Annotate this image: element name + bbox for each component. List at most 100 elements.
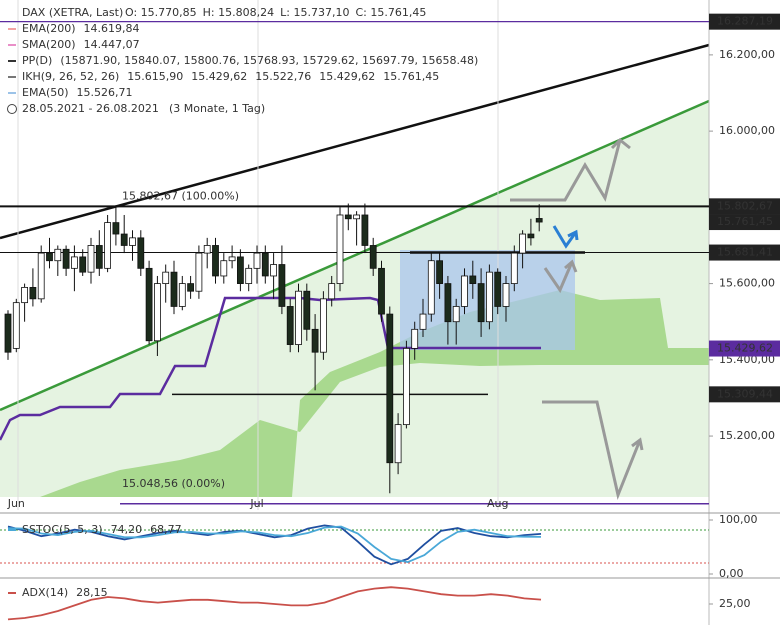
candle-body [494, 271, 502, 307]
indicator-line [7, 586, 542, 621]
annotation: 15.802,67 (100.00%) [122, 189, 239, 202]
candle-body [469, 275, 477, 284]
price-marker-label: 16.287,19 [717, 15, 773, 28]
legend-value: 15.526,71 [77, 86, 133, 99]
price-marker-label: 15.429,62 [717, 342, 773, 355]
candle-body [261, 252, 269, 277]
y-tick-label: 15.200,00 [719, 429, 775, 442]
candle-body [4, 313, 12, 353]
ohlc-value: H: 15.808,24 [203, 6, 274, 19]
legend-name: EMA(50) [22, 86, 69, 99]
candle-body [394, 424, 402, 464]
y-tick-label: 25,00 [719, 597, 751, 610]
candle-body [178, 283, 186, 307]
legend-swatch [8, 44, 16, 46]
x-tick-label: Jul [249, 497, 263, 510]
candle-body [328, 283, 336, 300]
legend-value: 74,20 [111, 523, 143, 536]
legend-swatch [8, 592, 16, 594]
legend-swatch [8, 28, 16, 30]
candle-body [436, 260, 444, 284]
signal-arrow [552, 225, 579, 249]
legend-name: IKH(9, 26, 52, 26) [22, 70, 119, 83]
candle-body [137, 237, 145, 269]
candle-body [477, 283, 485, 323]
candle-body [104, 222, 111, 269]
candle-body [319, 298, 327, 353]
candle-body [519, 233, 526, 254]
price-marker-label: 15.761,45 [717, 215, 773, 228]
candle-body [236, 256, 244, 284]
price-marker [709, 13, 780, 30]
candle-body [303, 290, 311, 330]
candle-body [361, 214, 369, 246]
candle-body [195, 252, 203, 292]
legend-swatch [8, 92, 16, 94]
legend-name: PP(D) [22, 54, 52, 67]
trendline [0, 99, 710, 412]
candle-body [79, 256, 87, 273]
candle-body [212, 245, 219, 277]
candle-body [535, 218, 543, 223]
price-marker-label: 15.681,41 [717, 246, 773, 259]
legend-value: 68,77 [150, 523, 182, 536]
candle-body [95, 245, 103, 269]
candle-body [120, 233, 128, 246]
indicator-line [7, 525, 542, 564]
candle-body [46, 252, 53, 262]
candle-body [510, 252, 518, 284]
candle-body [145, 267, 153, 342]
legend-value: 15.522,76 [255, 70, 311, 83]
candle-body [129, 237, 136, 246]
x-tick-label: Aug [487, 497, 508, 510]
price-marker [709, 340, 780, 357]
price-marker [709, 198, 780, 215]
legend-value: 14.619,84 [84, 22, 140, 35]
legend-title: ADX(14) [22, 586, 68, 599]
candle-body [378, 267, 385, 315]
candle-body [37, 252, 45, 300]
legend-value: 15.429,62 [191, 70, 247, 83]
candle-body [369, 245, 377, 269]
range-note: (3 Monate, 1 Tag) [169, 102, 265, 115]
legend-value: 15.429,62 [319, 70, 375, 83]
candle-body [411, 328, 419, 349]
kijun-line [0, 296, 541, 441]
legend-name: EMA(200) [22, 22, 76, 35]
ohlc-value: L: 15.737,10 [280, 6, 349, 19]
candle-body [336, 214, 344, 284]
candle-body [402, 347, 410, 426]
legend-name: SMA(200) [22, 38, 76, 51]
candle-body [87, 245, 95, 273]
candle-body [485, 271, 493, 323]
legend-value: 28,15 [76, 586, 108, 599]
legend-value: 15.761,45 [383, 70, 439, 83]
candle-body [228, 256, 236, 262]
candle-body [444, 283, 452, 323]
candle-body [502, 283, 510, 307]
candle-body [427, 260, 435, 315]
candle-body [245, 267, 253, 284]
candle-body [62, 248, 70, 269]
candle-body [452, 306, 460, 323]
clock-icon [7, 104, 17, 114]
candle-body [461, 275, 468, 307]
candle-body [203, 245, 211, 254]
legend-title: DAX (XETRA, Last) [22, 6, 123, 19]
candle-body [71, 256, 78, 269]
price-marker [709, 214, 780, 231]
annotation: 15.048,56 (0.00%) [122, 477, 225, 490]
candle-body [21, 286, 29, 304]
legend-swatch [8, 76, 16, 78]
legend-title: SSTOC(5, 5, 3) [22, 523, 103, 536]
candle-body [270, 264, 278, 277]
range-text: 28.05.2021 - 26.08.2021 [22, 102, 159, 115]
candle-body [278, 264, 286, 307]
candle-body [112, 222, 120, 235]
y-tick-label: 0,00 [719, 567, 744, 580]
candle-body [311, 328, 319, 353]
legend-value: (15871.90, 15840.07, 15800.76, 15768.93,… [60, 54, 478, 67]
legend-value: 14.447,07 [84, 38, 140, 51]
